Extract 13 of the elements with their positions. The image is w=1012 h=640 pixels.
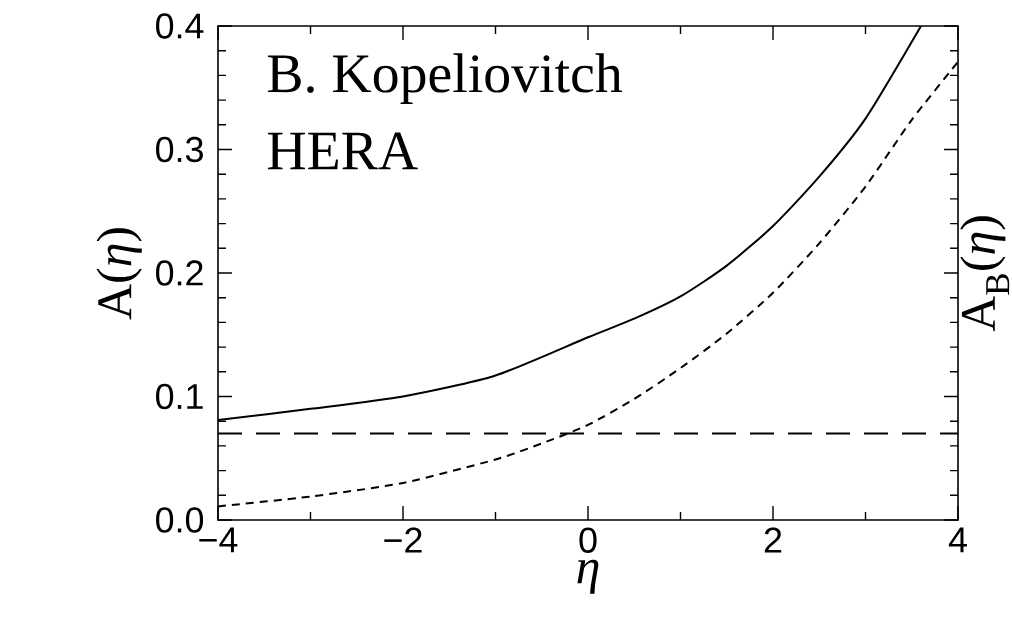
y2-axis-title: A$_{B}$(η)	[960, 216, 1010, 332]
x-axis-title: η	[577, 559, 599, 594]
x-tick-label: 0	[579, 527, 597, 553]
x-tick-label: 4	[948, 527, 967, 553]
x-tick-label: −2	[384, 527, 422, 553]
x-tick-label: 2	[764, 527, 782, 553]
y-tick-label: 0.1	[156, 383, 203, 410]
y-axis-title: A(η)	[96, 228, 142, 320]
y-tick-label: 0.2	[156, 260, 203, 286]
y-tick-label: 0.3	[156, 136, 203, 163]
y-tick-label: 0.4	[156, 13, 204, 39]
annotation: HERA	[267, 132, 418, 170]
annotation: B. Kopeliovitch	[267, 53, 623, 104]
